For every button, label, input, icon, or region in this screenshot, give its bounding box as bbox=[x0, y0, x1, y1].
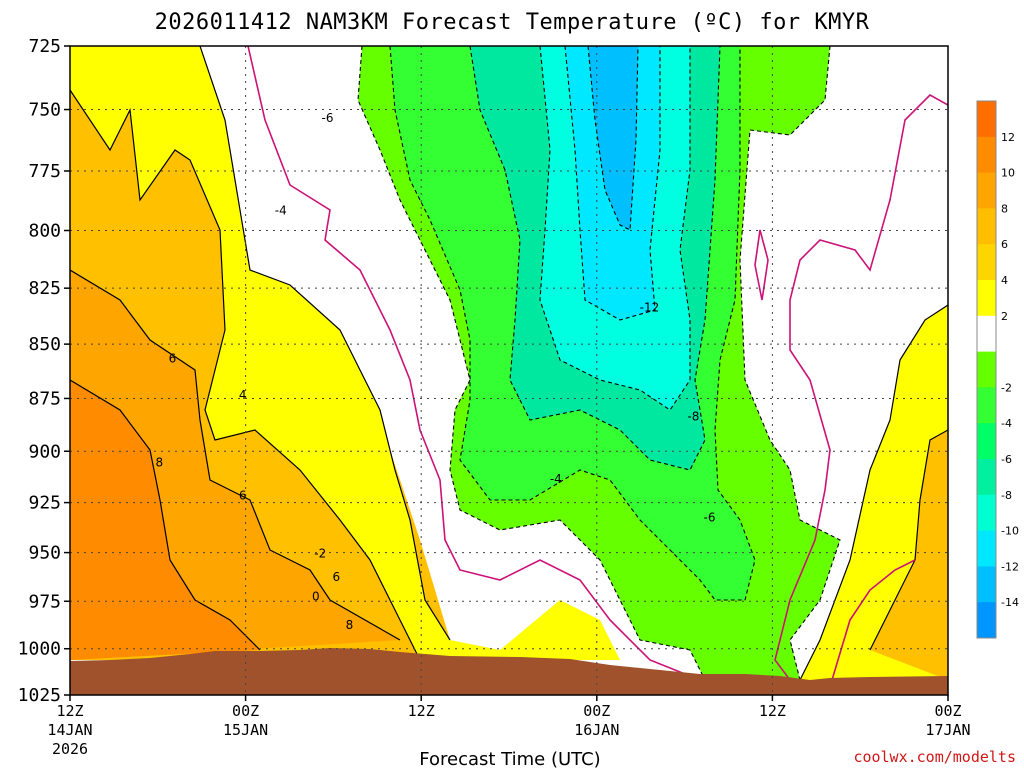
cold-region-below-minus14 bbox=[588, 46, 638, 230]
contour-label: -8 bbox=[687, 410, 699, 424]
y-tick-label: 875 bbox=[28, 388, 61, 409]
y-tick-label: 900 bbox=[28, 441, 61, 462]
colorbar-label: 2 bbox=[1001, 310, 1008, 323]
colorbar-label: -4 bbox=[1001, 417, 1012, 430]
contour-label: -2 bbox=[314, 547, 326, 561]
zero-contours bbox=[247, 46, 948, 681]
y-tick-label: 925 bbox=[28, 493, 61, 514]
x-tick-date: 15JAN bbox=[223, 721, 268, 739]
ground-terrain bbox=[70, 648, 948, 695]
colorbar-label: -2 bbox=[1001, 381, 1012, 394]
y-tick-label: 750 bbox=[28, 100, 61, 121]
colorbar-label: 12 bbox=[1001, 131, 1015, 144]
y-axis: 725 750 775 800 825 850 875 900 925 950 975 1000 102… bbox=[18, 36, 70, 706]
x-tick-label: 00Z bbox=[232, 702, 259, 720]
colorbar-swatch bbox=[977, 351, 996, 388]
colorbar-label: -6 bbox=[1001, 453, 1012, 466]
colorbar-label: 6 bbox=[1001, 238, 1008, 251]
colorbar-swatch bbox=[977, 566, 996, 603]
x-tick-label: 12Z bbox=[408, 702, 435, 720]
cold-contours bbox=[357, 46, 841, 691]
colorbar-swatch bbox=[977, 315, 996, 353]
colorbar-swatch bbox=[977, 136, 996, 174]
contour-label: -6 bbox=[703, 511, 715, 525]
x-tick-label: 12Z bbox=[759, 702, 786, 720]
colorbar-swatch bbox=[977, 244, 996, 281]
x-tick-label: 12Z bbox=[56, 702, 83, 720]
contour-label: -4 bbox=[550, 472, 562, 486]
warm-region-right-4-6 bbox=[870, 430, 948, 680]
colorbar-label: -10 bbox=[1001, 525, 1019, 538]
colorbar-swatch bbox=[977, 387, 996, 424]
contour-label: -4 bbox=[275, 203, 287, 217]
colorbar-label: -8 bbox=[1001, 489, 1012, 502]
warm-contours bbox=[70, 46, 948, 681]
colorbar-swatch bbox=[977, 602, 996, 639]
colorbar: 12 10 8 6 4 2 -2 -4 -6 -8 -10 -12 -14 bbox=[976, 100, 1019, 639]
x-tick-date: 17JAN bbox=[925, 721, 970, 739]
y-tick-label: 725 bbox=[28, 36, 61, 57]
y-tick-label: 950 bbox=[28, 543, 61, 564]
colorbar-swatch bbox=[977, 208, 996, 245]
colorbar-swatch bbox=[977, 172, 996, 209]
colorbar-swatch bbox=[977, 423, 996, 460]
y-tick-label: 775 bbox=[28, 161, 61, 182]
contour-label: 6 bbox=[333, 570, 341, 584]
y-tick-label: 850 bbox=[28, 334, 61, 355]
colorbar-label: -12 bbox=[1001, 560, 1019, 573]
y-tick-label: 800 bbox=[28, 220, 61, 241]
credit-link[interactable]: coolwx.com/modelts bbox=[853, 748, 1016, 766]
colorbar-swatch bbox=[977, 530, 996, 567]
colorbar-label: 10 bbox=[1001, 167, 1015, 180]
y-tick-label: 1000 bbox=[18, 639, 61, 660]
colorbar-label: 8 bbox=[1001, 202, 1008, 215]
contour-label: 0 bbox=[312, 589, 320, 603]
contour-label: 6 bbox=[169, 351, 177, 365]
contour-label: -12 bbox=[640, 300, 660, 314]
colorbar-swatch bbox=[977, 494, 996, 532]
warm-region-8-10 bbox=[70, 380, 260, 660]
contour-label: -6 bbox=[322, 111, 334, 125]
colorbar-label: -14 bbox=[1001, 596, 1019, 609]
x-tick-date: 16JAN bbox=[574, 721, 619, 739]
x-tick-label: 00Z bbox=[583, 702, 610, 720]
plot-frame bbox=[69, 45, 949, 696]
colorbar-swatch bbox=[977, 280, 996, 317]
contour-label: 6 bbox=[239, 488, 247, 502]
colorbar-frame bbox=[976, 100, 997, 639]
x-tick-label: 00Z bbox=[934, 702, 961, 720]
colorbar-label: 4 bbox=[1001, 274, 1008, 287]
contour-label: 8 bbox=[346, 618, 354, 632]
colorbar-swatch bbox=[977, 459, 996, 496]
x-axis-title: Forecast Time (UTC) bbox=[419, 749, 600, 768]
x-tick-date: 14JAN bbox=[47, 721, 92, 739]
y-tick-label: 825 bbox=[28, 278, 61, 299]
plot-area bbox=[70, 46, 948, 695]
x-tick-year: 2026 bbox=[52, 740, 88, 758]
contour-label: 8 bbox=[155, 456, 163, 470]
colorbar-swatch bbox=[977, 101, 996, 138]
chart-title: 2026011412 NAM3KM Forecast Temperature (… bbox=[155, 10, 870, 35]
y-tick-label: 975 bbox=[28, 591, 61, 612]
y-tick-label: 1025 bbox=[18, 685, 61, 706]
contour-label: 4 bbox=[239, 388, 247, 402]
